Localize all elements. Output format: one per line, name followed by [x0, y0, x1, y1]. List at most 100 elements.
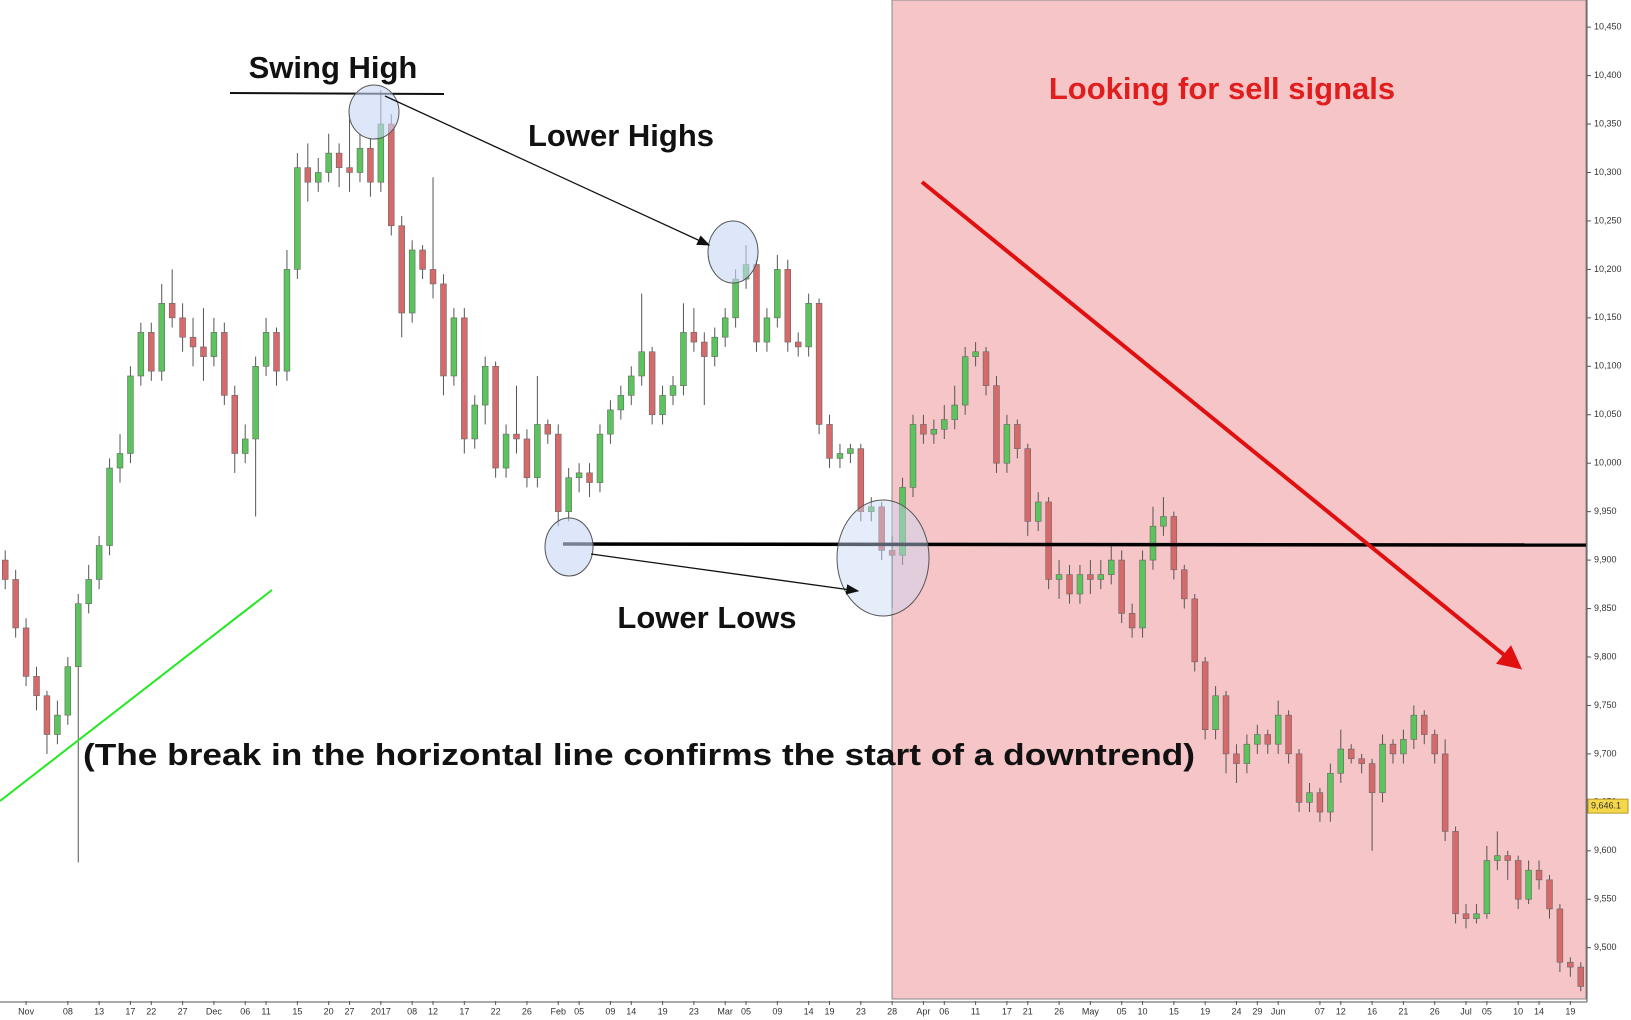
candle-body [1087, 574, 1094, 580]
candle-body [461, 317, 468, 440]
candle-body [732, 278, 739, 319]
x-tick-label: 05 [574, 1006, 584, 1016]
candle-body [241, 438, 249, 454]
candle-body [1525, 869, 1532, 900]
x-tick-label: 06 [240, 1006, 250, 1016]
candle-body [1191, 598, 1198, 663]
candle-body [1254, 734, 1261, 745]
candle-body [1379, 743, 1386, 793]
x-tick-label: 13 [94, 1006, 104, 1016]
x-tick-label: 08 [407, 1006, 417, 1016]
candle-body [1389, 743, 1397, 755]
candle-body [909, 424, 917, 488]
candle-body [1567, 961, 1574, 968]
y-tick-label: 10,100 [1594, 361, 1622, 371]
candle-body [1055, 574, 1063, 580]
candle-body [356, 147, 364, 173]
x-tick-label: 19 [1200, 1006, 1210, 1016]
candle-body [1045, 501, 1052, 580]
candle-body [335, 152, 343, 168]
candle-body [1243, 743, 1251, 764]
swing-high-line [229, 92, 445, 95]
x-tick-label: 12 [1336, 1006, 1346, 1016]
x-tick-label: 17 [1002, 1006, 1012, 1016]
circle [707, 220, 759, 284]
candle-body [784, 269, 792, 343]
candle-body [805, 303, 812, 348]
candle-body [283, 269, 291, 372]
y-tick-label: 10,000 [1594, 458, 1622, 468]
candle-body [523, 438, 531, 479]
candle-body [137, 332, 145, 377]
candle-body [492, 365, 499, 469]
y-tick-label: 9,700 [1594, 748, 1617, 758]
candle-body [64, 666, 72, 716]
candle-body [815, 303, 823, 425]
candle-body [1504, 855, 1511, 861]
y-tick-label: 9,950 [1594, 506, 1617, 516]
x-tick-label: 17 [459, 1006, 469, 1016]
candle-body [273, 332, 280, 372]
arrow [384, 95, 711, 246]
x-tick-label: 07 [1315, 1006, 1325, 1016]
candle-body [1316, 792, 1324, 813]
candle-body [648, 351, 656, 416]
x-tick-label: Apr [916, 1006, 930, 1016]
x-tick-label: 22 [146, 1006, 156, 1016]
annotations: Swing High Lower Highs Lower Lows (The b… [0, 50, 1587, 802]
x-tick-label: 23 [689, 1006, 699, 1016]
x-tick-label: 23 [856, 1006, 866, 1016]
candle-body [544, 424, 552, 435]
candle-body [262, 332, 270, 367]
circle [836, 499, 930, 617]
x-tick-label: 2017 [371, 1006, 391, 1016]
candle-body [982, 351, 990, 386]
candle-body [1337, 748, 1345, 774]
x-tick-label: Nov [18, 1006, 35, 1016]
y-tick-label: 9,800 [1594, 651, 1617, 661]
arrow [590, 553, 860, 595]
candle-body [930, 428, 938, 435]
y-tick-label: 10,350 [1594, 118, 1622, 128]
candle-body [1483, 860, 1491, 915]
candle-body [221, 332, 228, 396]
annotation: Swing High [249, 50, 418, 85]
candle-body [1108, 559, 1115, 575]
candle-body [1410, 714, 1418, 740]
candle-body [1514, 860, 1522, 900]
candle-body [1181, 569, 1188, 600]
x-tick-label: 10 [1513, 1006, 1523, 1016]
candle-body [325, 152, 332, 173]
candle-body [346, 167, 353, 173]
x-tick-label: 17 [125, 1006, 135, 1016]
x-tick-label: 26 [1430, 1006, 1440, 1016]
candle-body [1222, 695, 1230, 755]
y-tick-label: 9,600 [1594, 845, 1617, 855]
candle-body [836, 453, 844, 459]
candle-body [1285, 714, 1292, 755]
candle-body [148, 332, 155, 372]
candle-body [513, 433, 520, 440]
candle-body [951, 404, 958, 420]
candle-body [1014, 424, 1021, 449]
candle-body [575, 472, 583, 479]
x-tick-label: 09 [605, 1006, 615, 1016]
candle-body [200, 346, 207, 357]
x-tick-label: 27 [178, 1006, 188, 1016]
candle-body [22, 627, 30, 677]
candle-body [1400, 739, 1407, 755]
candle-body [847, 448, 854, 454]
candle-body [85, 579, 92, 605]
annotation: (The break in the horizontal line confir… [83, 737, 1195, 772]
candle-body [116, 453, 124, 469]
candle-body [1, 559, 9, 580]
candle-body [961, 356, 969, 406]
candle-body [534, 424, 541, 479]
x-tick-label: Dec [206, 1006, 223, 1016]
x-tick-label: May [1082, 1006, 1100, 1016]
candle-body [878, 506, 885, 551]
candle-body [794, 341, 802, 348]
candle-body [721, 317, 729, 338]
candle-body [659, 395, 666, 416]
